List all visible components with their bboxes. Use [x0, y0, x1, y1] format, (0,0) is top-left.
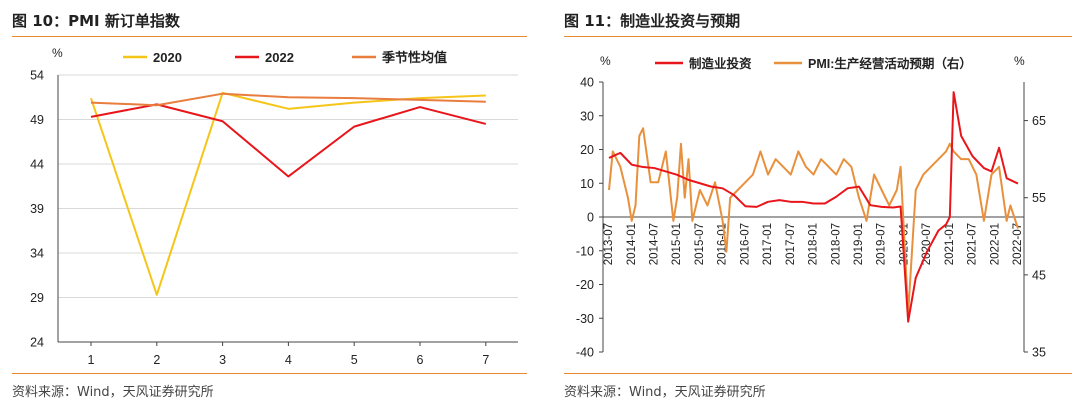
y-tick-label: 49: [30, 113, 44, 127]
y-left-tick-label: 40: [580, 76, 594, 90]
y-tick-label: 34: [30, 247, 44, 261]
y-left-tick-label: -40: [576, 346, 594, 360]
x-tick-label: 2022-07: [1012, 223, 1024, 265]
y-tick-label: 29: [30, 291, 44, 305]
x-tick-label: 2015-01: [671, 223, 683, 265]
series-line-1: [608, 127, 1019, 315]
source-note: 资料来源：Wind，天风证券研究所: [564, 385, 766, 400]
y-left-tick-label: 10: [580, 177, 594, 191]
x-tick-label: 2015-07: [694, 223, 706, 265]
x-tick-label: 2018-01: [808, 223, 820, 265]
x-tick-label: 2022-01: [989, 223, 1001, 265]
y-left-tick-label: 0: [587, 211, 594, 225]
x-tick-label: 2013-07: [603, 223, 615, 265]
y-tick-label: 44: [30, 158, 44, 172]
y-left-tick-label: -10: [576, 244, 594, 258]
y-right-tick-label: 45: [1032, 268, 1046, 282]
x-tick-label: 2019-01: [853, 223, 865, 265]
legend-label: 2020: [153, 50, 182, 65]
legend-label: 制造业投资: [689, 56, 752, 71]
x-tick-label: 7: [482, 353, 489, 367]
x-tick-label: 2021-07: [967, 223, 979, 265]
y-left-tick-label: 30: [580, 109, 594, 123]
x-tick-label: 5: [351, 353, 358, 367]
chart-title: 图 10：PMI 新订单指数: [12, 12, 180, 30]
manufacturing-investment-chart: -40 -30 -20 -10 0 10 20 30 40 35 45 55 65% % 2013-07 20…: [576, 54, 1046, 360]
x-tick-label: 2017-01: [762, 223, 774, 265]
x-tick-label: 2018-07: [830, 223, 842, 265]
chart-title: 图 11：制造业投资与预期: [564, 12, 741, 30]
x-tick-label: 2021-01: [944, 223, 956, 265]
legend-label: PMI:生产经营活动预期（右）: [808, 56, 972, 71]
y-tick-label: 39: [30, 202, 44, 216]
x-tick-label: 2017-07: [785, 223, 797, 265]
x-tick-label: 2016-01: [717, 223, 729, 265]
series-line-0: [608, 91, 1019, 323]
series-line-1: [90, 103, 487, 178]
y-left-tick-label: -30: [576, 312, 594, 326]
x-tick-label: 3: [219, 353, 226, 367]
source-note: 资料来源：Wind，天风证券研究所: [12, 385, 214, 400]
legend-label: 季节性均值: [381, 50, 447, 65]
y-axis-unit: %: [52, 46, 63, 60]
series-line-2: [90, 92, 486, 107]
y-tick-label: 54: [30, 69, 44, 83]
x-tick-label: 2014-07: [648, 223, 660, 265]
y-left-unit: %: [600, 54, 611, 68]
y-right-unit: %: [1014, 54, 1025, 68]
y-tick-label: 24: [30, 336, 44, 350]
x-tick-label: 2016-07: [739, 223, 751, 265]
x-tick-label: 2: [153, 353, 160, 367]
x-tick-label: 2020-07: [921, 223, 933, 265]
x-tick-label: 1: [88, 353, 95, 367]
legend-label: 2022: [265, 50, 294, 65]
source-divider: [12, 373, 527, 374]
title-divider: [564, 36, 1072, 37]
x-tick-label: 6: [417, 353, 424, 367]
x-tick-label: 2019-07: [876, 223, 888, 265]
x-tick-label: 4: [285, 353, 292, 367]
y-left-tick-label: -20: [576, 278, 594, 292]
chart-panel-manufacturing-investment: 图 11：制造业投资与预期 -40 -30 -20 -10 0 10 20 30 40 35 45 5…: [552, 0, 1080, 415]
y-right-tick-label: 65: [1032, 114, 1046, 128]
series-line-0: [90, 91, 486, 296]
y-right-tick-label: 35: [1032, 346, 1046, 360]
title-divider: [12, 36, 527, 37]
x-tick-label: 2014-01: [626, 223, 638, 265]
chart-panel-pmi-new-orders: 图 10：PMI 新订单指数 24 29 34 39 44 49 54% 1 2 3 4 5 6 7 202…: [0, 0, 535, 415]
source-divider: [564, 373, 1072, 374]
y-left-tick-label: 20: [580, 143, 594, 157]
y-right-tick-label: 55: [1032, 191, 1046, 205]
